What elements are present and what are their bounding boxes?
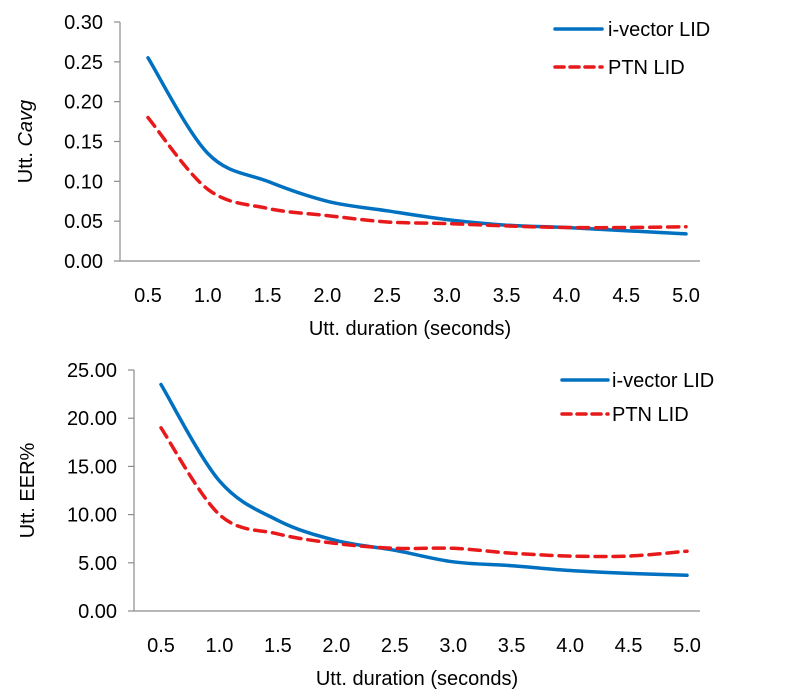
- chart1-y-tick-label: 0.15: [64, 132, 103, 154]
- chart1-y-tick-label: 0.10: [64, 171, 103, 193]
- chart1-y-tick-label: 0.00: [64, 251, 103, 273]
- chart1-x-tick-label: 0.5: [134, 285, 162, 307]
- chart2-x-tick-label: 4.0: [556, 635, 584, 657]
- chart2-y-tick-label: 25.00: [67, 360, 117, 382]
- chart1-x-tick-label: 3.5: [493, 285, 521, 307]
- chart2-x-tick-label: 2.5: [381, 635, 409, 657]
- chart1-legend-i-vector-lid-label: i-vector LID: [608, 19, 710, 41]
- chart1-y-tick-label: 0.25: [64, 52, 103, 74]
- chart2-x-tick-label: 0.5: [147, 635, 175, 657]
- chart2-y-axis-title: Utt. EER%: [17, 442, 39, 538]
- chart1-x-tick-label: 1.0: [194, 285, 222, 307]
- chart1-x-tick-label: 5.0: [672, 285, 700, 307]
- chart1-x-tick-label: 4.5: [612, 285, 640, 307]
- chart2-y-tick-label: 0.00: [78, 601, 117, 623]
- chart2-y-tick-label: 5.00: [78, 553, 117, 575]
- chart2-y-tick-label: 20.00: [67, 408, 117, 430]
- chart2-x-tick-label: 3.0: [439, 635, 467, 657]
- chart2-y-tick-label: 10.00: [67, 505, 117, 527]
- chart1-x-tick-label: 2.0: [313, 285, 341, 307]
- chart2-legend-i-vector-lid-label: i-vector LID: [612, 370, 714, 392]
- chart1-y-tick-label: 0.05: [64, 211, 103, 233]
- chart1-x-tick-label: 3.0: [433, 285, 461, 307]
- chart2-y-tick-label: 15.00: [67, 456, 117, 478]
- chart2-series-i-vector-lid-line: [159, 382, 689, 578]
- chart1-y-axis-title: Utt. Cavg: [15, 100, 37, 183]
- chart2-legend-ptn-lid-label: PTN LID: [612, 404, 689, 426]
- chart2-x-tick-label: 1.0: [206, 635, 234, 657]
- chart1-legend-ptn-lid-label: PTN LID: [608, 57, 685, 79]
- chart2-x-tick-label: 2.0: [322, 635, 350, 657]
- chart2-x-tick-label: 4.5: [615, 635, 643, 657]
- chart2-x-tick-label: 3.5: [498, 635, 526, 657]
- chart2-x-tick-label: 5.0: [673, 635, 701, 657]
- chart1-y-tick-label: 0.30: [64, 12, 103, 34]
- chart2-x-axis-title: Utt. duration (seconds): [316, 668, 518, 690]
- chart1-series-i-vector-lid-line: [146, 56, 688, 236]
- chart1-x-axis-title: Utt. duration (seconds): [309, 318, 511, 340]
- chart1-x-tick-label: 4.0: [553, 285, 581, 307]
- chart2-x-tick-label: 1.5: [264, 635, 292, 657]
- chart2-series-ptn-lid-line: [159, 426, 689, 559]
- chart1-x-tick-label: 1.5: [254, 285, 282, 307]
- chart1-y-tick-label: 0.20: [64, 92, 103, 114]
- chart1-series-ptn-lid-line: [146, 115, 688, 230]
- chart1-x-tick-label: 2.5: [373, 285, 401, 307]
